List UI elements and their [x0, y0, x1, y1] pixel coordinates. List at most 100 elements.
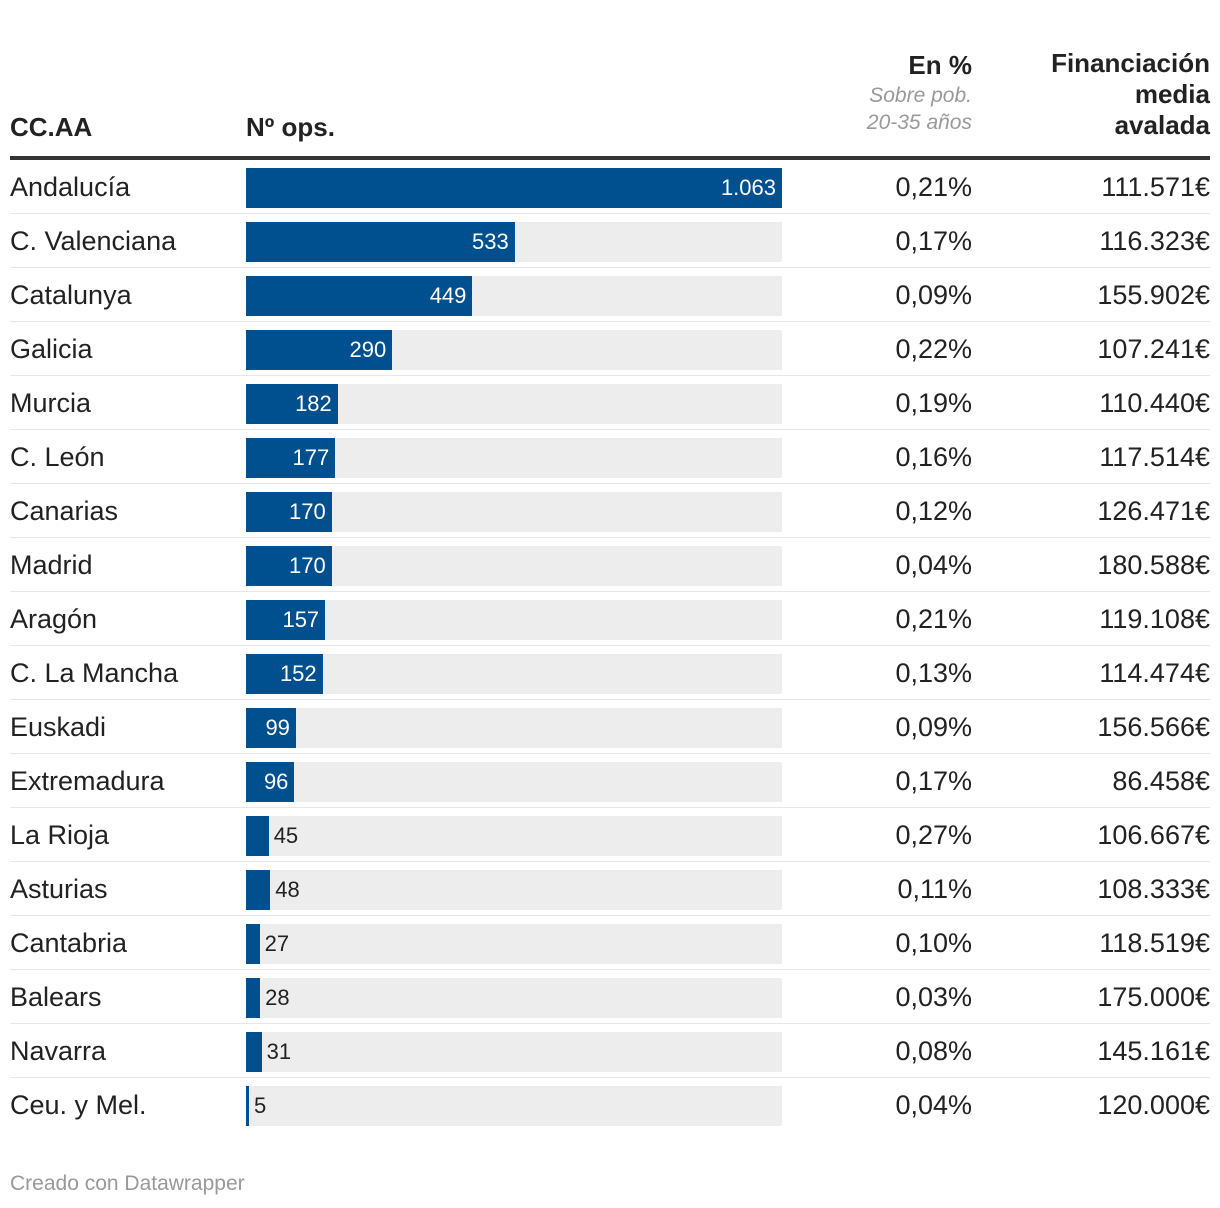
header-pct-subtitle: Sobre pob. 20-35 años: [867, 82, 972, 136]
pct-value: 0,27%: [895, 820, 972, 850]
bar-track: 177: [246, 438, 782, 478]
bar-value-label: 290: [349, 337, 387, 362]
bar-value-label: 96: [263, 769, 289, 794]
table-row: Ceu. y Mel. 5 0,04% 120.000€: [10, 1078, 1210, 1132]
table-row: Galicia 290 0,22% 107.241€: [10, 322, 1210, 376]
header-pct: En %: [908, 50, 972, 80]
region-name: C. León: [10, 442, 105, 472]
financiacion-value: 110.440€: [1099, 388, 1210, 418]
bar-track: 449: [246, 276, 782, 316]
financiacion-value: 155.902€: [1097, 280, 1210, 310]
table-row: Andalucía 1.063 0,21% 111.571€: [10, 160, 1210, 214]
bar-value-label: 1.063: [720, 175, 776, 200]
bar-track: 182: [246, 384, 782, 424]
bar-value-label: 170: [289, 499, 326, 524]
bar-track: 27: [246, 924, 782, 964]
table-row: Canarias 170 0,12% 126.471€: [10, 484, 1210, 538]
header-financiacion: Financiación media avalada: [1010, 48, 1210, 141]
header-region: CC.AA: [10, 112, 93, 142]
bar: [246, 384, 338, 424]
bar-track: 152: [246, 654, 782, 694]
bar-track: 48: [246, 870, 782, 910]
bar-track: 96: [246, 762, 782, 802]
table-row: Madrid 170 0,04% 180.588€: [10, 538, 1210, 592]
bar: [246, 492, 332, 532]
region-name: Andalucía: [10, 172, 131, 202]
financiacion-value: 118.519€: [1099, 928, 1210, 958]
pct-value: 0,22%: [895, 334, 972, 364]
pct-value: 0,11%: [897, 874, 972, 904]
region-name: C. La Mancha: [10, 658, 179, 688]
region-name: Asturias: [10, 874, 108, 904]
bar-value-label: 157: [282, 607, 320, 632]
bar: [246, 330, 393, 370]
bar-value-label: 170: [289, 553, 326, 578]
footer-credit: Creado con Datawrapper: [10, 1172, 245, 1195]
bar-track: 533: [246, 222, 782, 262]
bar: [246, 924, 260, 964]
bar-value-label: 449: [429, 283, 467, 308]
region-name: Extremadura: [10, 766, 165, 796]
pct-value: 0,04%: [895, 550, 972, 580]
bar: [246, 1086, 249, 1126]
region-name: Catalunya: [10, 280, 132, 310]
region-name: Madrid: [10, 550, 93, 580]
bar: [246, 438, 336, 478]
bar-value-label: 48: [275, 877, 300, 902]
header-pct-sub-line1: Sobre pob.: [869, 84, 972, 107]
financiacion-value: 106.667€: [1097, 820, 1210, 850]
region-name: La Rioja: [10, 820, 110, 850]
bar-track: 290: [246, 330, 782, 370]
header-pct-sub-line2: 20-35 años: [866, 111, 972, 134]
pct-value: 0,09%: [895, 280, 972, 310]
bar-value-label: 5: [254, 1093, 267, 1118]
table-row: C. La Mancha 152 0,13% 114.474€: [10, 646, 1210, 700]
table-row: Asturias 48 0,11% 108.333€: [10, 862, 1210, 916]
table-row: Aragón 157 0,21% 119.108€: [10, 592, 1210, 646]
region-name: Ceu. y Mel.: [10, 1090, 147, 1120]
financiacion-value: 120.000€: [1097, 1090, 1210, 1120]
financiacion-value: 145.161€: [1097, 1036, 1210, 1066]
table-row: Navarra 31 0,08% 145.161€: [10, 1024, 1210, 1078]
pct-value: 0,17%: [895, 766, 972, 796]
pct-value: 0,10%: [895, 928, 972, 958]
pct-value: 0,21%: [895, 172, 972, 202]
bar-track: 28: [246, 978, 782, 1018]
table-body: Andalucía 1.063 0,21% 111.571€ C. Valenciana…: [10, 160, 1210, 1132]
bar: [246, 708, 296, 748]
pct-value: 0,03%: [895, 982, 972, 1012]
region-name: Aragón: [10, 604, 98, 634]
pct-value: 0,13%: [895, 658, 972, 688]
table-row: C. Valenciana 533 0,17% 116.323€: [10, 214, 1210, 268]
pct-value: 0,12%: [895, 496, 972, 526]
header-fin-line2: media: [1134, 79, 1210, 109]
table-row: Euskadi 99 0,09% 156.566€: [10, 700, 1210, 754]
region-name: Galicia: [10, 334, 93, 364]
table-row: Balears 28 0,03% 175.000€: [10, 970, 1210, 1024]
bar-value-label: 177: [292, 445, 330, 470]
bar-value-label: 152: [279, 661, 317, 686]
table-row: Extremadura 96 0,17% 86.458€: [10, 754, 1210, 808]
region-name: Euskadi: [10, 712, 107, 742]
table-row: C. León 177 0,16% 117.514€: [10, 430, 1210, 484]
bar: [246, 816, 269, 856]
table-row: La Rioja 45 0,27% 106.667€: [10, 808, 1210, 862]
financiacion-value: 175.000€: [1097, 982, 1210, 1012]
bar: [246, 168, 782, 208]
financiacion-value: 116.323€: [1099, 226, 1210, 256]
bar-track: 157: [246, 600, 782, 640]
bar-track: 45: [246, 816, 782, 856]
region-name: Navarra: [10, 1036, 107, 1066]
pct-value: 0,17%: [895, 226, 972, 256]
header-ops: Nº ops.: [246, 112, 335, 142]
table-row: Cantabria 27 0,10% 118.519€: [10, 916, 1210, 970]
bar: [246, 222, 515, 262]
bar-track: 99: [246, 708, 782, 748]
table-header: CC.AA Nº ops. En % Sobre pob. 20-35 años…: [10, 0, 1210, 160]
bar-value-label: 182: [295, 391, 332, 416]
table-row: Murcia 182 0,19% 110.440€: [10, 376, 1210, 430]
financiacion-value: 156.566€: [1097, 712, 1210, 742]
financiacion-value: 111.571€: [1101, 172, 1210, 202]
financiacion-value: 114.474€: [1099, 658, 1210, 688]
header-fin-line3: avalada: [1114, 110, 1210, 140]
